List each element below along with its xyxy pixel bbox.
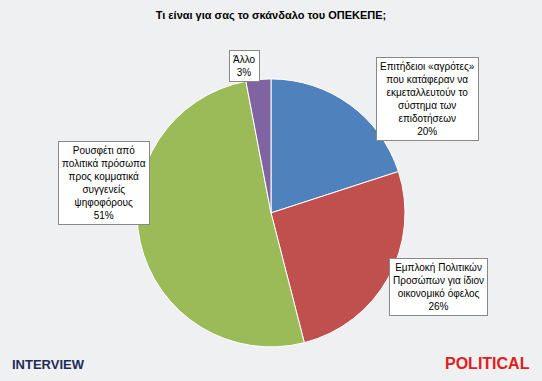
svg-text:Άλλο3%: Άλλο3% [233,54,256,78]
svg-text:INTERVIEW: INTERVIEW [12,357,85,372]
svg-text:Επιτήδειοι «αγρότες»που κατάφε: Επιτήδειοι «αγρότες»που κατάφεραν ναεκμε… [380,61,475,137]
svg-text:Εμπλοκή ΠολιτικώνΠροσώπων για: Εμπλοκή ΠολιτικώνΠροσώπων για ίδιονοικον… [393,262,484,312]
svg-text:POLITICAL: POLITICAL [445,355,530,372]
svg-text:Ρουσφέτι απόπολιτικά πρόσωπαπρ: Ρουσφέτι απόπολιτικά πρόσωπαπρος κομματι… [62,145,146,221]
svg-text:Τι είναι για σας το σκάνδαλο τ: Τι είναι για σας το σκάνδαλο του ΟΠΕΚΕΠΕ… [156,9,387,22]
